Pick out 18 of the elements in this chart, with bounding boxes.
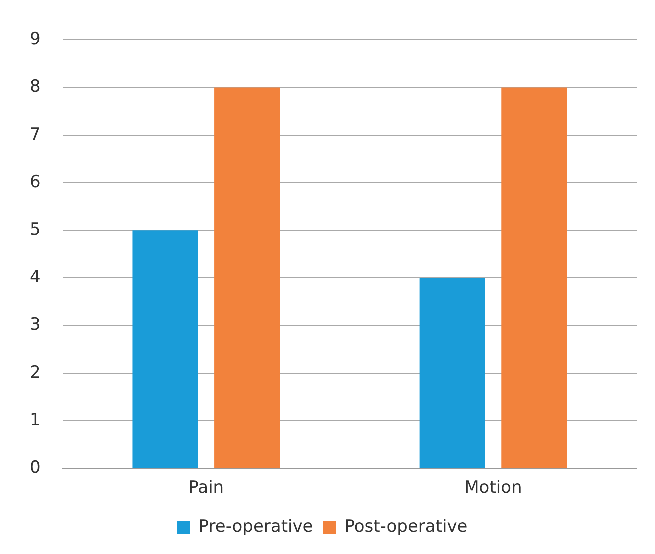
bar <box>420 278 486 468</box>
y-tick-label: 9 <box>30 30 41 50</box>
x-tick-label: Motion <box>464 478 522 498</box>
y-tick-label: 6 <box>30 172 41 192</box>
bar <box>214 88 280 468</box>
y-tick-label: 8 <box>30 77 41 98</box>
x-tick-label: Pain <box>188 478 224 498</box>
bar <box>502 88 568 468</box>
y-tick-label: 2 <box>30 362 41 383</box>
y-tick-label: 1 <box>30 410 41 430</box>
y-tick-label: 4 <box>30 268 41 288</box>
y-tick-label: 3 <box>30 315 41 336</box>
y-tick-label: 0 <box>30 458 41 478</box>
y-tick-label: 7 <box>30 124 41 145</box>
bar <box>132 230 198 468</box>
y-tick-label: 5 <box>30 220 41 240</box>
legend-label: Pre-operative <box>198 516 314 537</box>
legend-label: Post-operative <box>344 516 468 537</box>
